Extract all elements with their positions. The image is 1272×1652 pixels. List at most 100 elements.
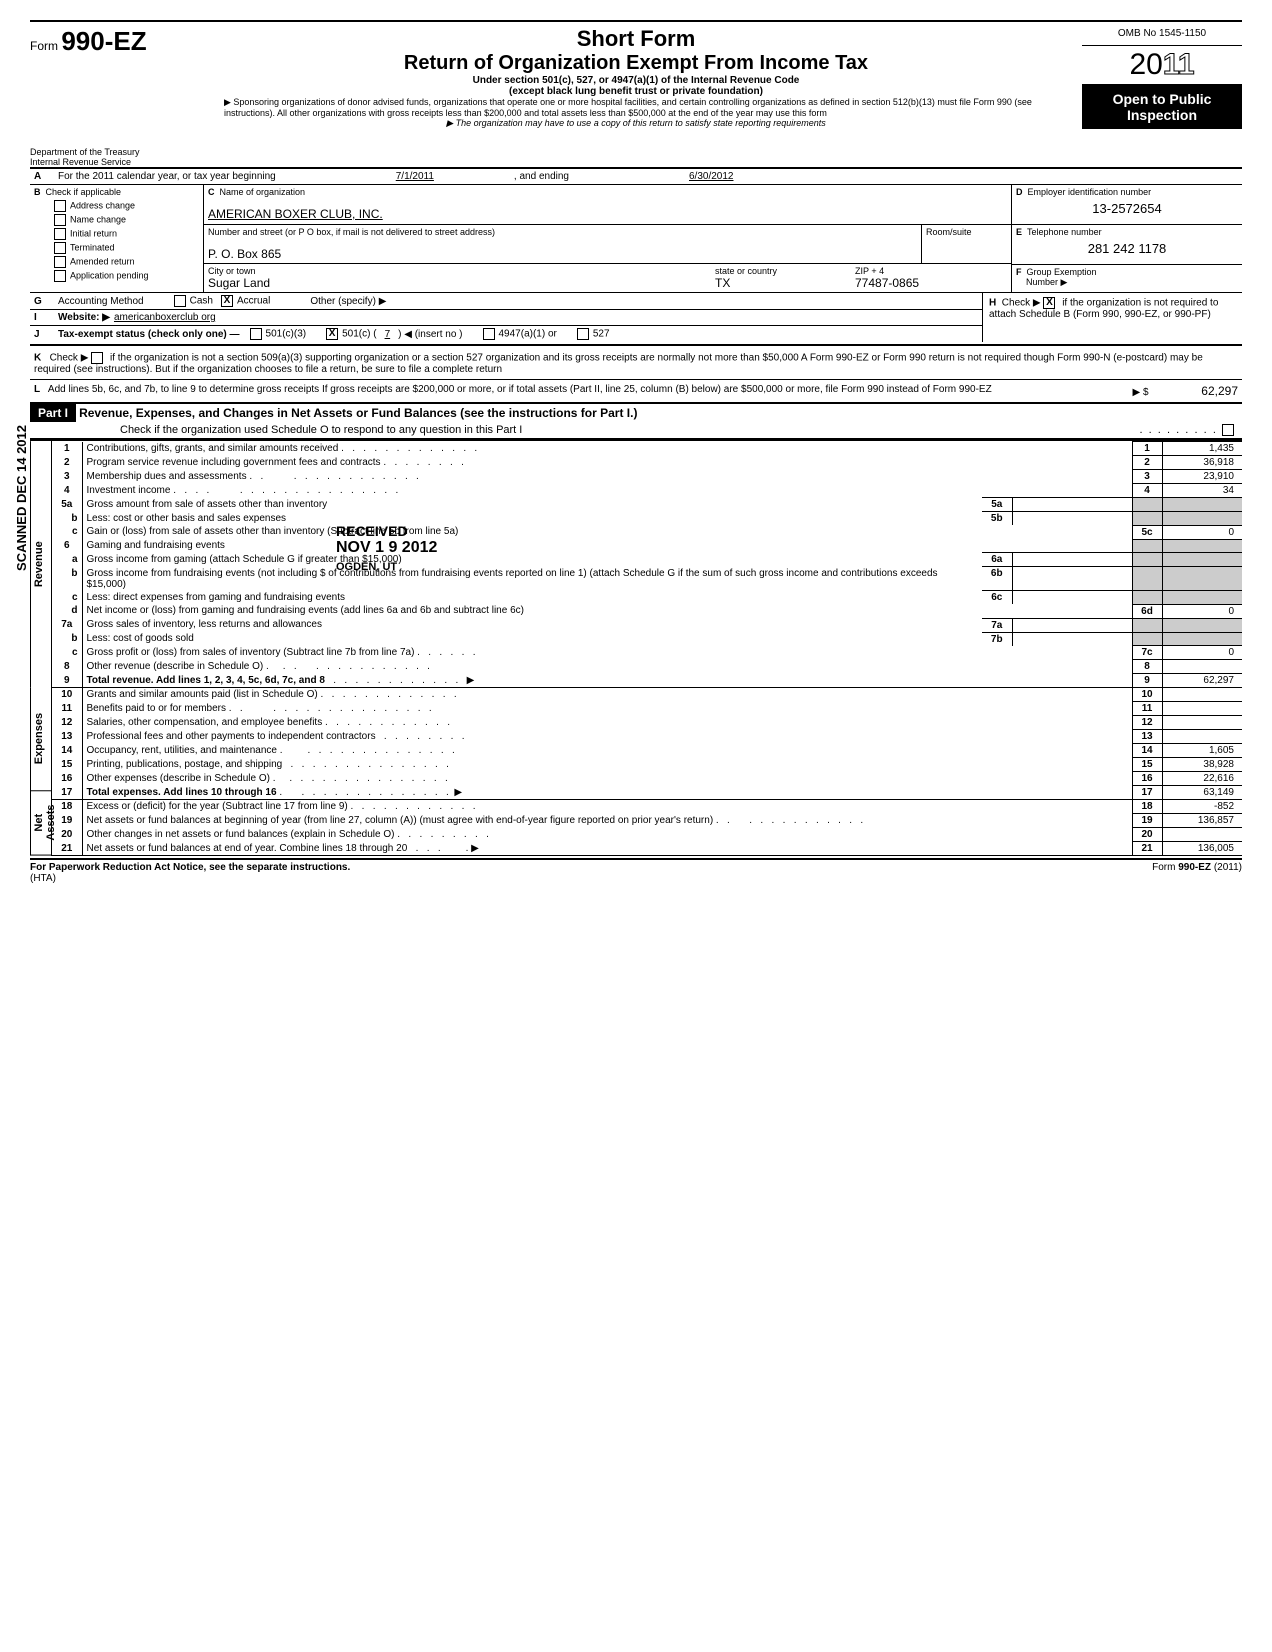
- line16-val: 22,616: [1162, 772, 1242, 786]
- line15-text: Printing, publications, postage, and shi…: [87, 759, 283, 770]
- opt-amended: Amended return: [70, 256, 135, 266]
- open-public-2: Inspection: [1082, 107, 1242, 123]
- city-val: Sugar Land: [208, 276, 270, 290]
- check-terminated[interactable]: [54, 242, 66, 254]
- line4-val: 34: [1162, 484, 1242, 498]
- room-label: Room/suite: [926, 227, 972, 237]
- line18-val: -852: [1162, 800, 1242, 814]
- footer-form: Form 990-EZ (2011): [1152, 862, 1242, 873]
- title-short-form: Short Form: [194, 26, 1078, 52]
- line-a-text: For the 2011 calendar year, or tax year …: [58, 171, 276, 182]
- received-text: RECEIVED: [336, 523, 408, 539]
- line12-text: Salaries, other compensation, and employ…: [87, 717, 323, 728]
- label-l: L: [34, 384, 40, 395]
- line21-val: 136,005: [1162, 842, 1242, 856]
- line1-text: Contributions, gifts, grants, and simila…: [87, 443, 339, 454]
- line5a-text: Gross amount from sale of assets other t…: [82, 498, 982, 512]
- other-specify: Other (specify) ▶: [310, 296, 386, 307]
- opt-terminated: Terminated: [70, 242, 115, 252]
- l-arrow: ▶ $: [1132, 387, 1148, 398]
- state-val: TX: [715, 276, 730, 290]
- label-c: C: [208, 187, 215, 197]
- org-name: AMERICAN BOXER CLUB, INC.: [208, 207, 383, 221]
- line16-text: Other expenses (describe in Schedule O): [87, 773, 270, 784]
- opt-pending: Application pending: [70, 270, 149, 280]
- line21-text: Net assets or fund balances at end of ye…: [87, 843, 408, 854]
- check-schedule-o[interactable]: [1222, 424, 1234, 436]
- line7b-text: Less: cost of goods sold: [82, 632, 982, 646]
- line5c-val: 0: [1162, 525, 1242, 539]
- line3-val: 23,910: [1162, 470, 1242, 484]
- check-pending[interactable]: [54, 270, 66, 282]
- label-g: G: [34, 296, 58, 307]
- check-k[interactable]: [91, 352, 103, 364]
- line11-text: Benefits paid to or for members: [87, 703, 227, 714]
- subtitle-1: Under section 501(c), 527, or 4947(a)(1)…: [194, 75, 1078, 86]
- 501c-suffix: ) ◀ (insert no ): [398, 329, 462, 340]
- c-name-label: Name of organization: [220, 187, 306, 197]
- tel-val: 281 242 1178: [1016, 241, 1238, 256]
- year-suffix: 11: [1163, 48, 1195, 81]
- check-527[interactable]: [577, 328, 589, 340]
- line17-val: 63,149: [1162, 786, 1242, 800]
- line6-text: Gaming and fundraising events: [82, 539, 1132, 553]
- entity-info-grid: B Check if applicable Address change Nam…: [30, 185, 1242, 293]
- part1-table: SCANNED DEC 14 2012 Revenue Expenses Net…: [30, 439, 1242, 856]
- label-a: A: [34, 171, 58, 182]
- check-h[interactable]: X: [1043, 297, 1055, 309]
- h-check-label: Check ▶: [1002, 298, 1041, 309]
- check-accrual[interactable]: X: [221, 295, 233, 307]
- accrual-label: Accrual: [237, 296, 270, 307]
- side-expenses: Expenses: [30, 687, 51, 791]
- 4947-label: 4947(a)(1) or: [499, 329, 557, 340]
- line13-text: Professional fees and other payments to …: [87, 731, 376, 742]
- check-501c3[interactable]: [250, 328, 262, 340]
- tel-label: Telephone number: [1027, 227, 1102, 237]
- label-k: K: [34, 353, 41, 364]
- part1-label: Part I: [30, 404, 76, 422]
- check-501c[interactable]: X: [326, 328, 338, 340]
- received-date: NOV 1 9 2012: [336, 539, 437, 556]
- form-number: 990-EZ: [61, 26, 146, 56]
- footer-hta: (HTA): [30, 873, 56, 884]
- line6c-text: Less: direct expenses from gaming and fu…: [82, 591, 982, 605]
- k-text: if the organization is not a section 509…: [34, 353, 1203, 375]
- check-amended[interactable]: [54, 256, 66, 268]
- check-4947[interactable]: [483, 328, 495, 340]
- title-return: Return of Organization Exempt From Incom…: [194, 52, 1078, 75]
- check-initial[interactable]: [54, 228, 66, 240]
- group-label: Group Exemption: [1027, 267, 1097, 277]
- line17-text: Total expenses. Add lines 10 through 16: [87, 787, 277, 798]
- line14-val: 1,605: [1162, 744, 1242, 758]
- line9-val: 62,297: [1162, 674, 1242, 688]
- check-cash[interactable]: [174, 295, 186, 307]
- form-number-block: Form 990-EZ Department of the Treasury I…: [30, 20, 190, 167]
- check-name-change[interactable]: [54, 214, 66, 226]
- 501c-label: 501(c) (: [342, 329, 376, 340]
- check-address-change[interactable]: [54, 200, 66, 212]
- form-prefix: Form: [30, 39, 58, 53]
- line15-val: 38,928: [1162, 758, 1242, 772]
- b-check-label: Check if applicable: [46, 187, 122, 197]
- received-stamp: RECEIVED NOV 1 9 2012 OGDEN, UT: [332, 519, 441, 577]
- line6d-val: 0: [1162, 604, 1242, 618]
- l-text: Add lines 5b, 6c, and 7b, to line 9 to d…: [48, 384, 992, 395]
- line6a-text: Gross income from gaming (attach Schedul…: [82, 553, 982, 567]
- note-2: The organization may have to use a copy …: [456, 118, 826, 128]
- line8-text: Other revenue (describe in Schedule O): [87, 661, 264, 672]
- line19-val: 136,857: [1162, 814, 1242, 828]
- label-j: J: [34, 329, 58, 340]
- l-value: 62,297: [1201, 384, 1238, 398]
- line14-text: Occupancy, rent, utilities, and maintena…: [87, 745, 277, 756]
- 527-label: 527: [593, 329, 610, 340]
- received-loc: OGDEN, UT: [336, 561, 397, 573]
- form-header-row: Form 990-EZ Department of the Treasury I…: [30, 20, 1242, 167]
- part1-check-text: Check if the organization used Schedule …: [120, 424, 522, 436]
- open-public-1: Open to Public: [1082, 91, 1242, 107]
- j-label: Tax-exempt status (check only one) —: [58, 329, 240, 340]
- opt-address: Address change: [70, 200, 135, 210]
- line18-text: Excess or (deficit) for the year (Subtra…: [87, 801, 348, 812]
- dept-treasury: Department of the Treasury: [30, 147, 190, 157]
- city-label: City or town: [208, 266, 256, 276]
- k-check-label: Check ▶: [50, 353, 89, 364]
